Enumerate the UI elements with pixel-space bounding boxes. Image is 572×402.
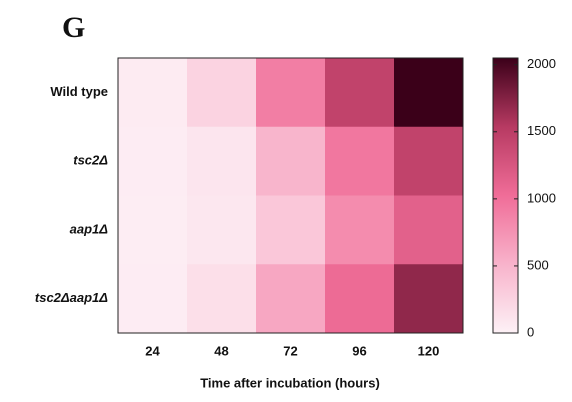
- heatmap-cell: [187, 58, 257, 128]
- heatmap-cell: [256, 58, 326, 128]
- x-axis-label: Time after incubation (hours): [200, 375, 380, 390]
- colorbar-tick-label: 500: [527, 257, 549, 272]
- heatmap-cell: [256, 264, 326, 334]
- x-tick-label: 24: [145, 343, 160, 358]
- heatmap-cell: [325, 58, 395, 128]
- plot-border: [117, 57, 464, 334]
- row-label: tsc2Δ: [73, 153, 108, 168]
- heatmap-cell: [394, 126, 464, 196]
- x-tick-label: 72: [283, 343, 297, 358]
- heatmap-cell: [256, 126, 326, 196]
- heatmap-cell: [394, 58, 464, 128]
- colorbar-tick-label: 1000: [527, 190, 556, 205]
- row-label: Wild type: [50, 84, 108, 99]
- heatmap-cell: [394, 264, 464, 334]
- heatmap-cell: [118, 195, 188, 265]
- heatmap-cell: [187, 195, 257, 265]
- heatmap-cell: [118, 58, 188, 128]
- colorbar-tick-label: 0: [527, 324, 534, 339]
- colorbar-tick-label: 1500: [527, 123, 556, 138]
- row-label: tsc2Δaap1Δ: [35, 290, 108, 305]
- panel-label: G: [62, 11, 85, 44]
- heatmap-cell: [325, 264, 395, 334]
- row-label: aap1Δ: [70, 221, 109, 236]
- x-tick-label: 48: [214, 343, 228, 358]
- heatmap-cell: [118, 126, 188, 196]
- heatmap-cell: [325, 126, 395, 196]
- x-tick-label: 96: [352, 343, 366, 358]
- heatmap-cell: [187, 264, 257, 334]
- heatmap-cell: [394, 195, 464, 265]
- heatmap-cell: [325, 195, 395, 265]
- heatmap-cell: [256, 195, 326, 265]
- colorbar: [492, 57, 519, 334]
- heatmap-cell: [187, 126, 257, 196]
- colorbar-tick-label: 2000: [527, 56, 556, 71]
- heatmap-cell: [118, 264, 188, 334]
- x-tick-label: 120: [418, 343, 440, 358]
